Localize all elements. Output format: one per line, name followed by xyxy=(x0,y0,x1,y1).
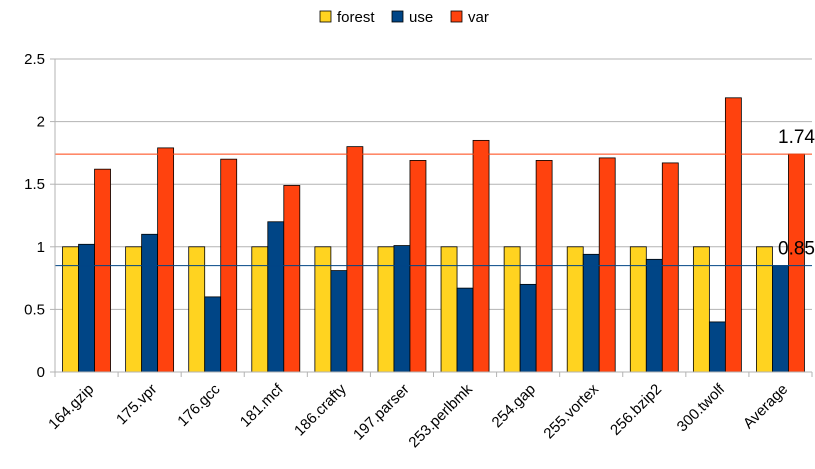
y-tick-label: 2 xyxy=(37,114,45,131)
y-axis-ticks: 0 0.5 1 1.5 2 2.5 xyxy=(24,51,55,381)
y-tick-label: 0 xyxy=(37,364,45,381)
bar-var xyxy=(409,160,427,373)
bar-use xyxy=(456,287,474,373)
bar-var xyxy=(724,97,742,373)
legend-item-forest: forest xyxy=(319,9,375,26)
bar-use xyxy=(141,233,159,373)
bar-var xyxy=(472,139,490,373)
bar-use xyxy=(393,245,411,373)
bar-use xyxy=(708,321,726,373)
bar-use xyxy=(519,283,537,373)
reference-lines: 1.74 0.85 xyxy=(55,127,815,267)
x-tick-label: 254.gap xyxy=(489,381,539,431)
x-axis-labels: 164.gzip 175.vpr 176.gcc 181.mcf 186.crafty 1… xyxy=(45,380,791,451)
bar-var xyxy=(598,157,616,373)
legend-item-var: var xyxy=(450,9,489,26)
x-tick-label: 197.parser xyxy=(350,381,413,444)
bar-use xyxy=(645,258,663,373)
legend-label-var: var xyxy=(468,9,489,26)
axes xyxy=(54,59,813,377)
legend-swatch-forest xyxy=(319,10,332,23)
bar-var xyxy=(283,185,301,373)
legend-swatch-var xyxy=(450,10,463,23)
bar-use xyxy=(267,221,285,373)
x-tick-label: 253.perlbmk xyxy=(405,380,476,451)
bar-use xyxy=(582,253,600,373)
x-tick-label: 176.gcc xyxy=(174,380,224,430)
bar-var xyxy=(535,160,553,373)
bar-var xyxy=(157,147,175,373)
legend-item-use: use xyxy=(391,9,433,26)
bar-var xyxy=(788,153,805,373)
bar-use xyxy=(330,270,348,373)
reference-label: 0.85 xyxy=(778,239,815,260)
bar-use xyxy=(204,296,222,373)
bar-use xyxy=(78,243,95,373)
bar-var xyxy=(346,146,364,373)
legend-label-forest: forest xyxy=(337,9,375,26)
y-tick-label: 0.5 xyxy=(24,301,45,318)
x-tick-label: 164.gzip xyxy=(45,381,97,433)
x-tick-label: 255.vortex xyxy=(540,380,602,442)
bar-var xyxy=(94,168,111,373)
bar-var xyxy=(661,162,679,373)
x-tick-label: 175.vpr xyxy=(113,381,160,428)
y-tick-label: 2.5 xyxy=(24,51,45,68)
legend-swatch-use xyxy=(391,10,404,23)
x-tick-label: 181.mcf xyxy=(237,380,287,430)
x-tick-label: 300.twolf xyxy=(674,380,729,435)
bar-use xyxy=(772,265,789,373)
legend: forest use var xyxy=(319,9,489,26)
legend-label-use: use xyxy=(409,9,433,26)
y-tick-label: 1 xyxy=(37,239,45,256)
y-tick-label: 1.5 xyxy=(24,176,45,193)
bars xyxy=(62,97,805,373)
x-tick-label: Average xyxy=(740,381,791,432)
x-tick-label: 186.crafty xyxy=(291,380,350,439)
x-tick-label: 256.bzip2 xyxy=(607,381,665,439)
reference-label: 1.74 xyxy=(778,127,815,148)
